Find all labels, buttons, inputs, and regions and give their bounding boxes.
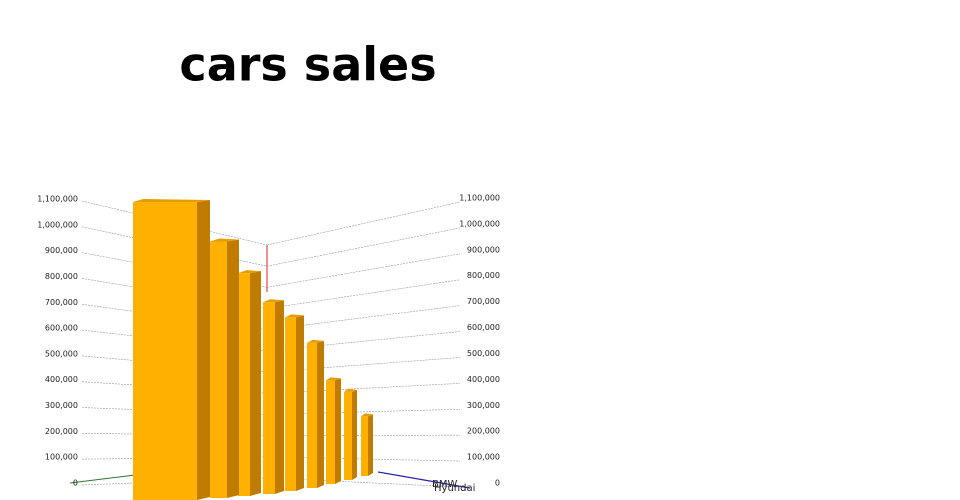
bar-side	[368, 414, 373, 476]
y-tick-label: 500,000	[45, 349, 78, 358]
bar	[238, 270, 261, 496]
bar	[361, 413, 373, 476]
bar-side	[317, 340, 324, 488]
y-tick-label-right: 500,000	[467, 349, 500, 358]
bar	[285, 314, 304, 491]
bar-side	[197, 200, 210, 500]
bar-top	[326, 377, 341, 381]
y-tick-label: 200,000	[45, 427, 78, 436]
z-axis-line	[377, 471, 471, 489]
x-tick-label: Hyundai	[434, 483, 475, 494]
bar-top	[361, 413, 373, 417]
grid-line	[266, 408, 461, 415]
grid-line	[266, 227, 461, 267]
bar-side	[352, 389, 357, 480]
y-tick-label: 600,000	[45, 324, 78, 333]
y-tick-label: 400,000	[45, 375, 78, 384]
bar	[133, 199, 210, 500]
grid-line	[266, 383, 461, 394]
grid-line	[266, 279, 461, 309]
y-tick-label-right: 600,000	[467, 323, 500, 332]
grid-line	[266, 477, 461, 488]
y-tick-label-right: 800,000	[467, 271, 500, 280]
x-tick-label: BMW	[432, 479, 457, 490]
y-tick-label-right: 1,100,000	[459, 194, 500, 203]
bar-front	[263, 302, 275, 494]
y-tick-label: 1,000,000	[37, 220, 78, 229]
bar-front	[210, 241, 227, 498]
y-tick-label-right: 100,000	[467, 453, 500, 462]
bar	[210, 238, 239, 498]
bar-front	[238, 273, 250, 496]
bar-front	[285, 317, 296, 491]
bar	[307, 339, 324, 488]
chart-title: cars sales	[179, 38, 436, 92]
grid-line	[266, 201, 461, 246]
y-tick-label: 700,000	[45, 298, 78, 307]
y-tick-label-right: 700,000	[467, 297, 500, 306]
y-tick-label: 900,000	[45, 246, 78, 255]
y-tick-label: 300,000	[45, 401, 78, 410]
grid-line	[266, 253, 461, 288]
bar-front	[361, 416, 368, 476]
bar-top	[210, 238, 239, 242]
grid-line	[266, 305, 461, 331]
bar	[326, 377, 341, 484]
bar-top	[133, 199, 210, 203]
bar-top	[344, 388, 357, 392]
bar-front	[326, 380, 335, 484]
y-tick-label: 1,100,000	[37, 195, 78, 204]
y-tick-label: 800,000	[45, 272, 78, 281]
bar-side	[335, 378, 341, 484]
y-tick-label-right: 300,000	[467, 401, 500, 410]
bar	[263, 299, 284, 494]
x-axis-line	[69, 474, 136, 484]
y-tick-label: 0	[73, 479, 78, 488]
y-tick-label-right: 200,000	[467, 427, 500, 436]
bar-front	[133, 202, 197, 500]
bar-side	[250, 271, 261, 496]
grid-line	[81, 200, 268, 246]
bar-top	[238, 270, 261, 274]
y-tick-label-right: 1,000,000	[459, 219, 500, 228]
grid-line	[266, 331, 461, 352]
y-tick-label: 100,000	[45, 453, 78, 462]
bar-side	[296, 315, 304, 491]
bar-front	[307, 342, 317, 488]
bar-front	[344, 391, 352, 480]
bar	[344, 388, 357, 480]
grid-line	[266, 357, 461, 373]
bar-top	[307, 339, 324, 343]
bar-side	[227, 239, 239, 498]
y-tick-label-right: 900,000	[467, 245, 500, 254]
bar-top	[263, 299, 284, 303]
bar-side	[275, 300, 284, 494]
y-tick-label-right: 400,000	[467, 375, 500, 384]
y-tick-label-right: 0	[495, 479, 500, 488]
bar-top	[285, 314, 304, 318]
